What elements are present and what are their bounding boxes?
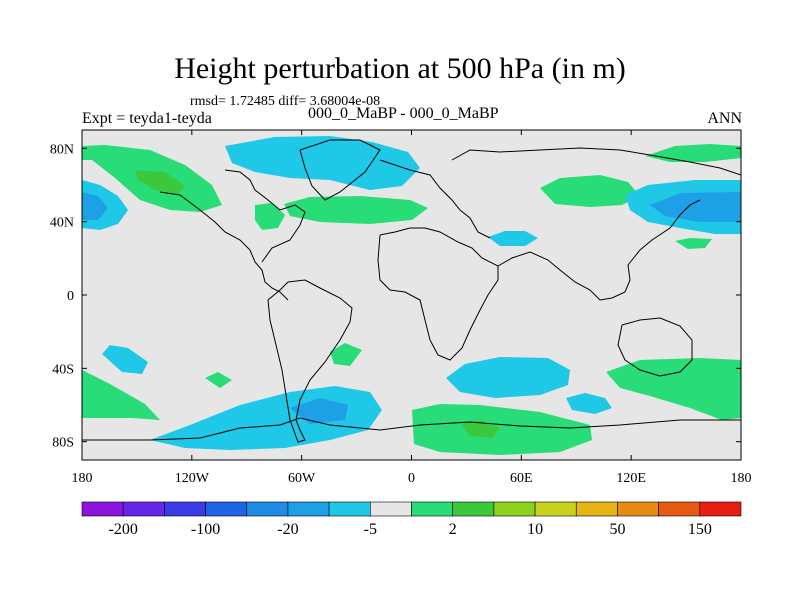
anomaly-region xyxy=(225,136,420,190)
coastlines xyxy=(82,139,741,443)
coastline-africa xyxy=(377,227,499,361)
lat-tick-label: 0 xyxy=(67,289,74,304)
lon-tick-label: 120W xyxy=(175,471,210,486)
anomaly-region xyxy=(675,238,712,249)
lat-tick-label: 80N xyxy=(50,142,74,157)
coastline-asia xyxy=(451,147,741,176)
experiment-label: Expt = teyda1-teyda xyxy=(82,110,212,127)
lon-tick-label: 120E xyxy=(616,471,646,486)
colorbar-label: 10 xyxy=(527,521,543,538)
coastline-europe xyxy=(379,159,491,239)
anomaly-region xyxy=(606,358,741,420)
colorbar-label: -200 xyxy=(109,521,138,538)
coastline-asia-south xyxy=(497,199,701,301)
anomaly-region xyxy=(462,420,500,438)
anomaly-region xyxy=(255,203,285,230)
longitude-axis: 180 120W 60W 0 60E 120E 180 xyxy=(72,130,752,486)
colorbar: -200 -100 -20 -5 2 10 50 150 xyxy=(81,501,742,538)
lat-tick-label: 40S xyxy=(52,362,74,377)
colorbar-swatch xyxy=(370,501,412,517)
plot-title: Height perturbation at 500 hPa (in m) xyxy=(174,52,626,85)
colorbar-swatch xyxy=(205,501,248,517)
anomaly-fields xyxy=(82,136,741,455)
lat-tick-label: 80S xyxy=(52,436,74,451)
lon-tick-label: 180 xyxy=(72,471,93,486)
colorbar-label: 150 xyxy=(688,521,712,538)
anomaly-region xyxy=(290,398,348,424)
anomaly-region xyxy=(205,372,232,388)
lat-tick-label: 40N xyxy=(50,216,74,231)
coastline-antarctica xyxy=(82,417,741,441)
anomaly-region xyxy=(446,357,570,398)
colorbar-swatch xyxy=(452,501,495,517)
lon-tick-label: 180 xyxy=(731,471,752,486)
coastline-australia xyxy=(617,317,693,377)
anomaly-region xyxy=(135,170,185,194)
coastline-greenland xyxy=(299,139,381,201)
colorbar-swatch xyxy=(658,501,701,517)
colorbar-swatch xyxy=(411,501,453,517)
anomaly-region xyxy=(284,196,428,224)
anomaly-region xyxy=(412,404,592,455)
coastline-north-america-east xyxy=(224,169,306,263)
anomaly-region xyxy=(330,343,362,366)
colorbar-swatch xyxy=(287,501,330,517)
anomaly-region xyxy=(488,231,538,246)
stats-label: rmsd= 1.72485 diff= 3.68004e-08 xyxy=(190,94,381,109)
anomaly-region xyxy=(82,370,160,420)
lon-tick-label: 60W xyxy=(288,471,316,486)
colorbar-swatch xyxy=(617,501,659,517)
colorbar-swatch xyxy=(699,501,742,517)
colorbar-swatch xyxy=(534,501,577,517)
colorbar-label: 50 xyxy=(609,521,625,538)
anomaly-region xyxy=(650,192,741,222)
colorbar-label: -5 xyxy=(364,521,377,538)
anomaly-region xyxy=(82,192,108,220)
colorbar-swatch xyxy=(246,501,289,517)
colorbar-swatch xyxy=(122,501,165,517)
colorbar-label: -20 xyxy=(277,521,298,538)
anomaly-region xyxy=(102,345,148,374)
season-label: ANN xyxy=(707,110,742,127)
colorbar-label: -100 xyxy=(191,521,220,538)
colorbar-swatch xyxy=(575,501,618,517)
anomaly-region xyxy=(540,175,640,207)
colorbar-swatch xyxy=(81,501,124,517)
colorbar-swatch xyxy=(164,501,206,517)
lon-tick-label: 60E xyxy=(510,471,533,486)
latitude-axis: 80N 40N 0 40S 80S xyxy=(50,142,741,451)
colorbar-swatch xyxy=(328,501,371,517)
colorbar-swatch xyxy=(493,501,536,517)
lon-tick-label: 0 xyxy=(408,471,415,486)
coastline-north-america xyxy=(159,191,289,301)
case-label: 000_0_MaBP - 000_0_MaBP xyxy=(308,105,499,122)
coastline-south-america xyxy=(267,279,353,443)
anomaly-region xyxy=(566,393,612,414)
colorbar-label: 2 xyxy=(449,521,457,538)
anomaly-region xyxy=(645,144,741,162)
